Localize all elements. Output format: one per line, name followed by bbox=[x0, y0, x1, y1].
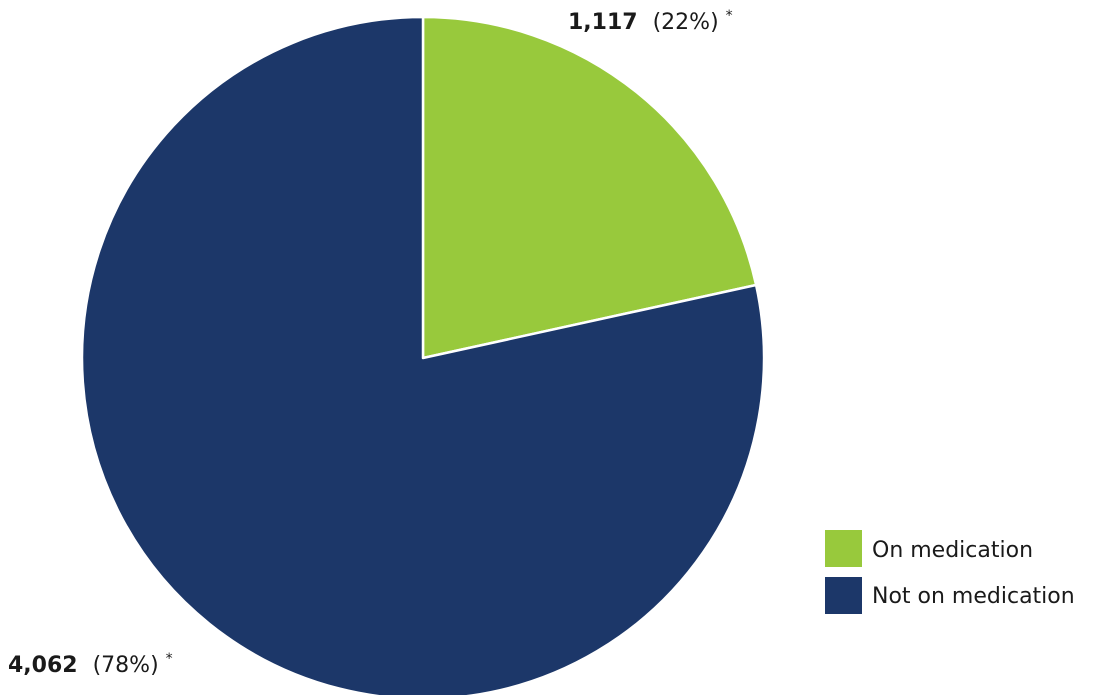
slice-percent-on-medication: (22%) bbox=[653, 10, 719, 35]
slice-note-not-on-medication: * bbox=[166, 651, 173, 667]
slice-percent-not-on-medication: (78%) bbox=[93, 653, 159, 678]
slice-note-on-medication: * bbox=[726, 8, 733, 24]
slice-value-on-medication: 1,117 bbox=[568, 10, 638, 35]
pie-slices bbox=[80, 15, 766, 695]
pie-slice-on-medication bbox=[421, 15, 758, 360]
legend-swatch-on-medication bbox=[825, 530, 862, 567]
legend: On medication Not on medication bbox=[825, 530, 1075, 614]
slice-value-not-on-medication: 4,062 bbox=[8, 653, 78, 678]
legend-swatch-not-on-medication bbox=[825, 577, 862, 614]
pie-slice-not-on-medication bbox=[80, 15, 766, 695]
legend-label-not-on-medication: Not on medication bbox=[872, 584, 1075, 609]
slice-label-on-medication: 1,117 (22%) * bbox=[568, 8, 733, 35]
legend-label-on-medication: On medication bbox=[872, 538, 1033, 563]
slice-label-not-on-medication: 4,062 (78%) * bbox=[8, 651, 173, 678]
